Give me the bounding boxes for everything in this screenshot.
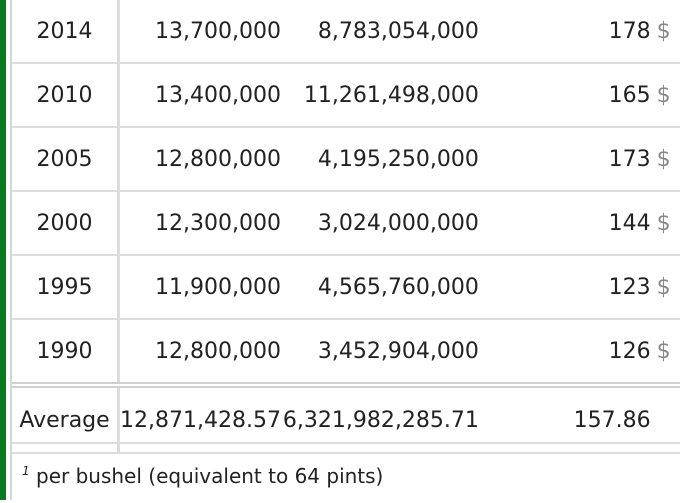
clipped-cell: $ <box>650 319 680 386</box>
value-cell: 178 <box>478 0 651 64</box>
footnote-text: per bushel (equivalent to 64 pints) <box>36 464 384 488</box>
value-cell: 144 <box>478 191 651 256</box>
value-cell: 11,900,000 <box>118 255 281 320</box>
table-left-border <box>10 0 12 500</box>
value-cell: 126 <box>478 319 651 386</box>
year-cell: 2010 <box>12 63 121 128</box>
value-cell: 173 <box>478 127 651 192</box>
value-cell: 123 <box>478 255 651 320</box>
table-row: 1990 12,800,000 3,452,904,000 126 $ <box>12 319 680 386</box>
value-cell: 12,300,000 <box>118 191 281 256</box>
clipped-cell: $ <box>650 127 680 192</box>
footnote: 1 per bushel (equivalent to 64 pints) <box>12 442 680 500</box>
value-cell: 13,700,000 <box>118 0 281 64</box>
clipped-cell: $ <box>650 63 680 128</box>
value-cell: 12,800,000 <box>118 127 281 192</box>
table-row: 2005 12,800,000 4,195,250,000 173 $ <box>12 127 680 192</box>
value-cell: 4,195,250,000 <box>280 127 479 192</box>
accent-bar <box>0 0 6 500</box>
year-cell: 2014 <box>12 0 121 64</box>
value-cell: 3,024,000,000 <box>280 191 479 256</box>
value-cell: 12,800,000 <box>118 319 281 386</box>
footnote-marker: 1 <box>22 464 30 478</box>
year-cell: 1990 <box>12 319 121 386</box>
value-cell: 8,783,054,000 <box>280 0 479 64</box>
value-cell: 165 <box>478 63 651 128</box>
data-table: 2014 13,700,000 8,783,054,000 178 $ 2010… <box>12 0 680 454</box>
year-cell: 2000 <box>12 191 121 256</box>
year-cell: 1995 <box>12 255 121 320</box>
value-cell: 13,400,000 <box>118 63 281 128</box>
table-row: 1995 11,900,000 4,565,760,000 123 $ <box>12 255 680 320</box>
value-cell: 4,565,760,000 <box>280 255 479 320</box>
clipped-cell: $ <box>650 191 680 256</box>
clipped-cell: $ <box>650 0 680 64</box>
table-row: 2010 13,400,000 11,261,498,000 165 $ <box>12 63 680 128</box>
table-row: 2000 12,300,000 3,024,000,000 144 $ <box>12 191 680 256</box>
value-cell: 3,452,904,000 <box>280 319 479 386</box>
clipped-cell: $ <box>650 255 680 320</box>
table-row: 2014 13,700,000 8,783,054,000 178 $ <box>12 0 680 64</box>
year-cell: 2005 <box>12 127 121 192</box>
value-cell: 11,261,498,000 <box>280 63 479 128</box>
